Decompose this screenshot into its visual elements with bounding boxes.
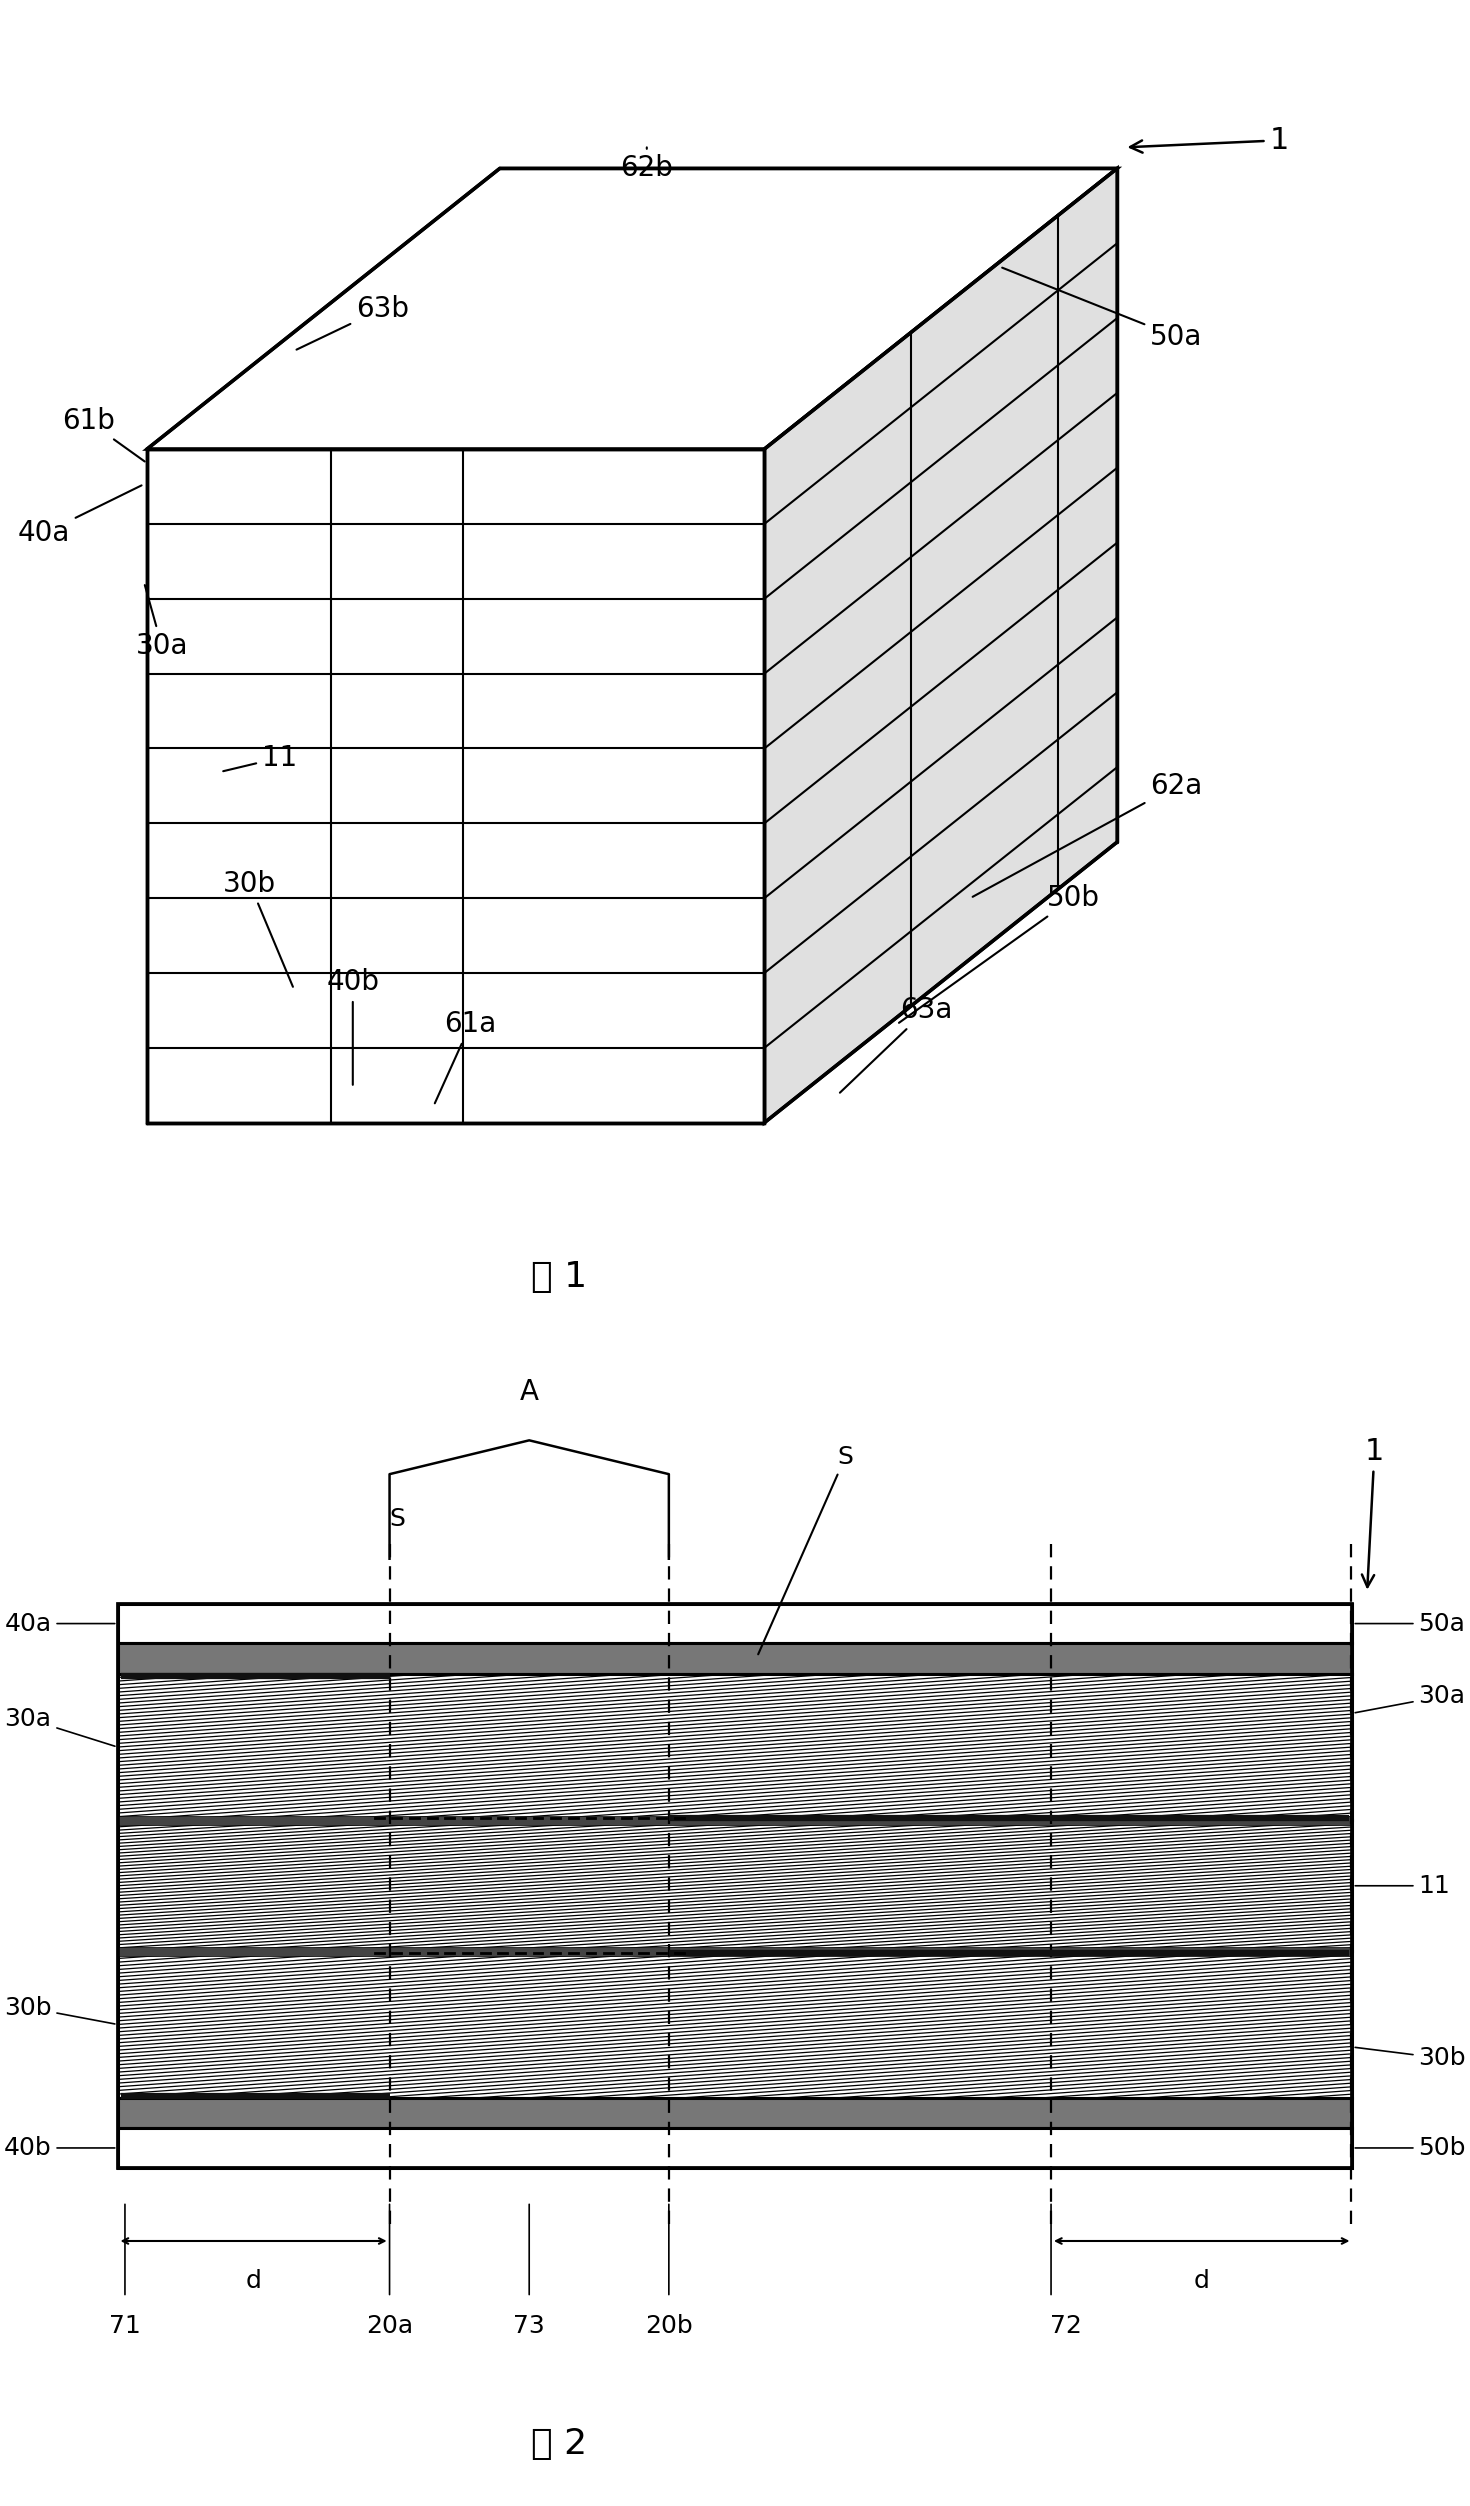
Text: 11: 11 — [223, 744, 297, 772]
Text: 30b: 30b — [223, 870, 293, 987]
Text: 50b: 50b — [1355, 2135, 1466, 2160]
Text: 40a: 40a — [4, 1611, 115, 1636]
Text: 63b: 63b — [297, 296, 409, 351]
Text: 61a: 61a — [435, 1010, 497, 1103]
Polygon shape — [118, 2128, 1352, 2168]
Text: 40b: 40b — [326, 967, 379, 1085]
Text: 1: 1 — [1361, 1436, 1385, 1586]
Text: 73: 73 — [513, 2313, 545, 2338]
Text: 40b: 40b — [4, 2135, 115, 2160]
Polygon shape — [118, 1947, 1352, 1955]
Text: 72: 72 — [1050, 2313, 1082, 2338]
Text: d: d — [1194, 2270, 1210, 2293]
Polygon shape — [118, 1819, 1352, 1952]
Text: 40a: 40a — [18, 486, 141, 546]
Text: 20a: 20a — [366, 2313, 413, 2338]
Text: 62b: 62b — [620, 148, 673, 183]
Polygon shape — [118, 1644, 1352, 1674]
Text: A: A — [520, 1378, 538, 1406]
Text: d: d — [245, 2270, 262, 2293]
Text: 30a: 30a — [1355, 1684, 1466, 1712]
Text: 61b: 61b — [62, 406, 144, 461]
Text: 50a: 50a — [1355, 1611, 1466, 1636]
Text: 20b: 20b — [645, 2313, 692, 2338]
Polygon shape — [118, 1952, 1352, 2098]
Text: 63a: 63a — [839, 997, 953, 1093]
Polygon shape — [118, 1817, 1352, 1824]
Text: S: S — [390, 1506, 404, 1531]
Polygon shape — [147, 168, 1117, 449]
Polygon shape — [118, 2098, 1352, 2128]
Polygon shape — [118, 1674, 1352, 1819]
Text: 50a: 50a — [1003, 268, 1202, 351]
Polygon shape — [118, 1604, 1352, 1644]
Polygon shape — [147, 449, 764, 1123]
Text: 1: 1 — [1130, 125, 1289, 155]
Text: 30b: 30b — [1355, 2047, 1466, 2070]
Text: 62a: 62a — [973, 772, 1202, 897]
Text: 71: 71 — [109, 2313, 141, 2338]
Text: 50b: 50b — [900, 885, 1100, 1022]
Text: 11: 11 — [1355, 1874, 1451, 1897]
Text: 30a: 30a — [135, 584, 188, 659]
Text: 图 2: 图 2 — [531, 2426, 587, 2461]
Text: 30a: 30a — [4, 1707, 115, 1747]
Polygon shape — [764, 168, 1117, 1123]
Text: S: S — [759, 1446, 853, 1654]
Text: 30b: 30b — [4, 1995, 115, 2025]
Text: 图 1: 图 1 — [531, 1261, 587, 1293]
